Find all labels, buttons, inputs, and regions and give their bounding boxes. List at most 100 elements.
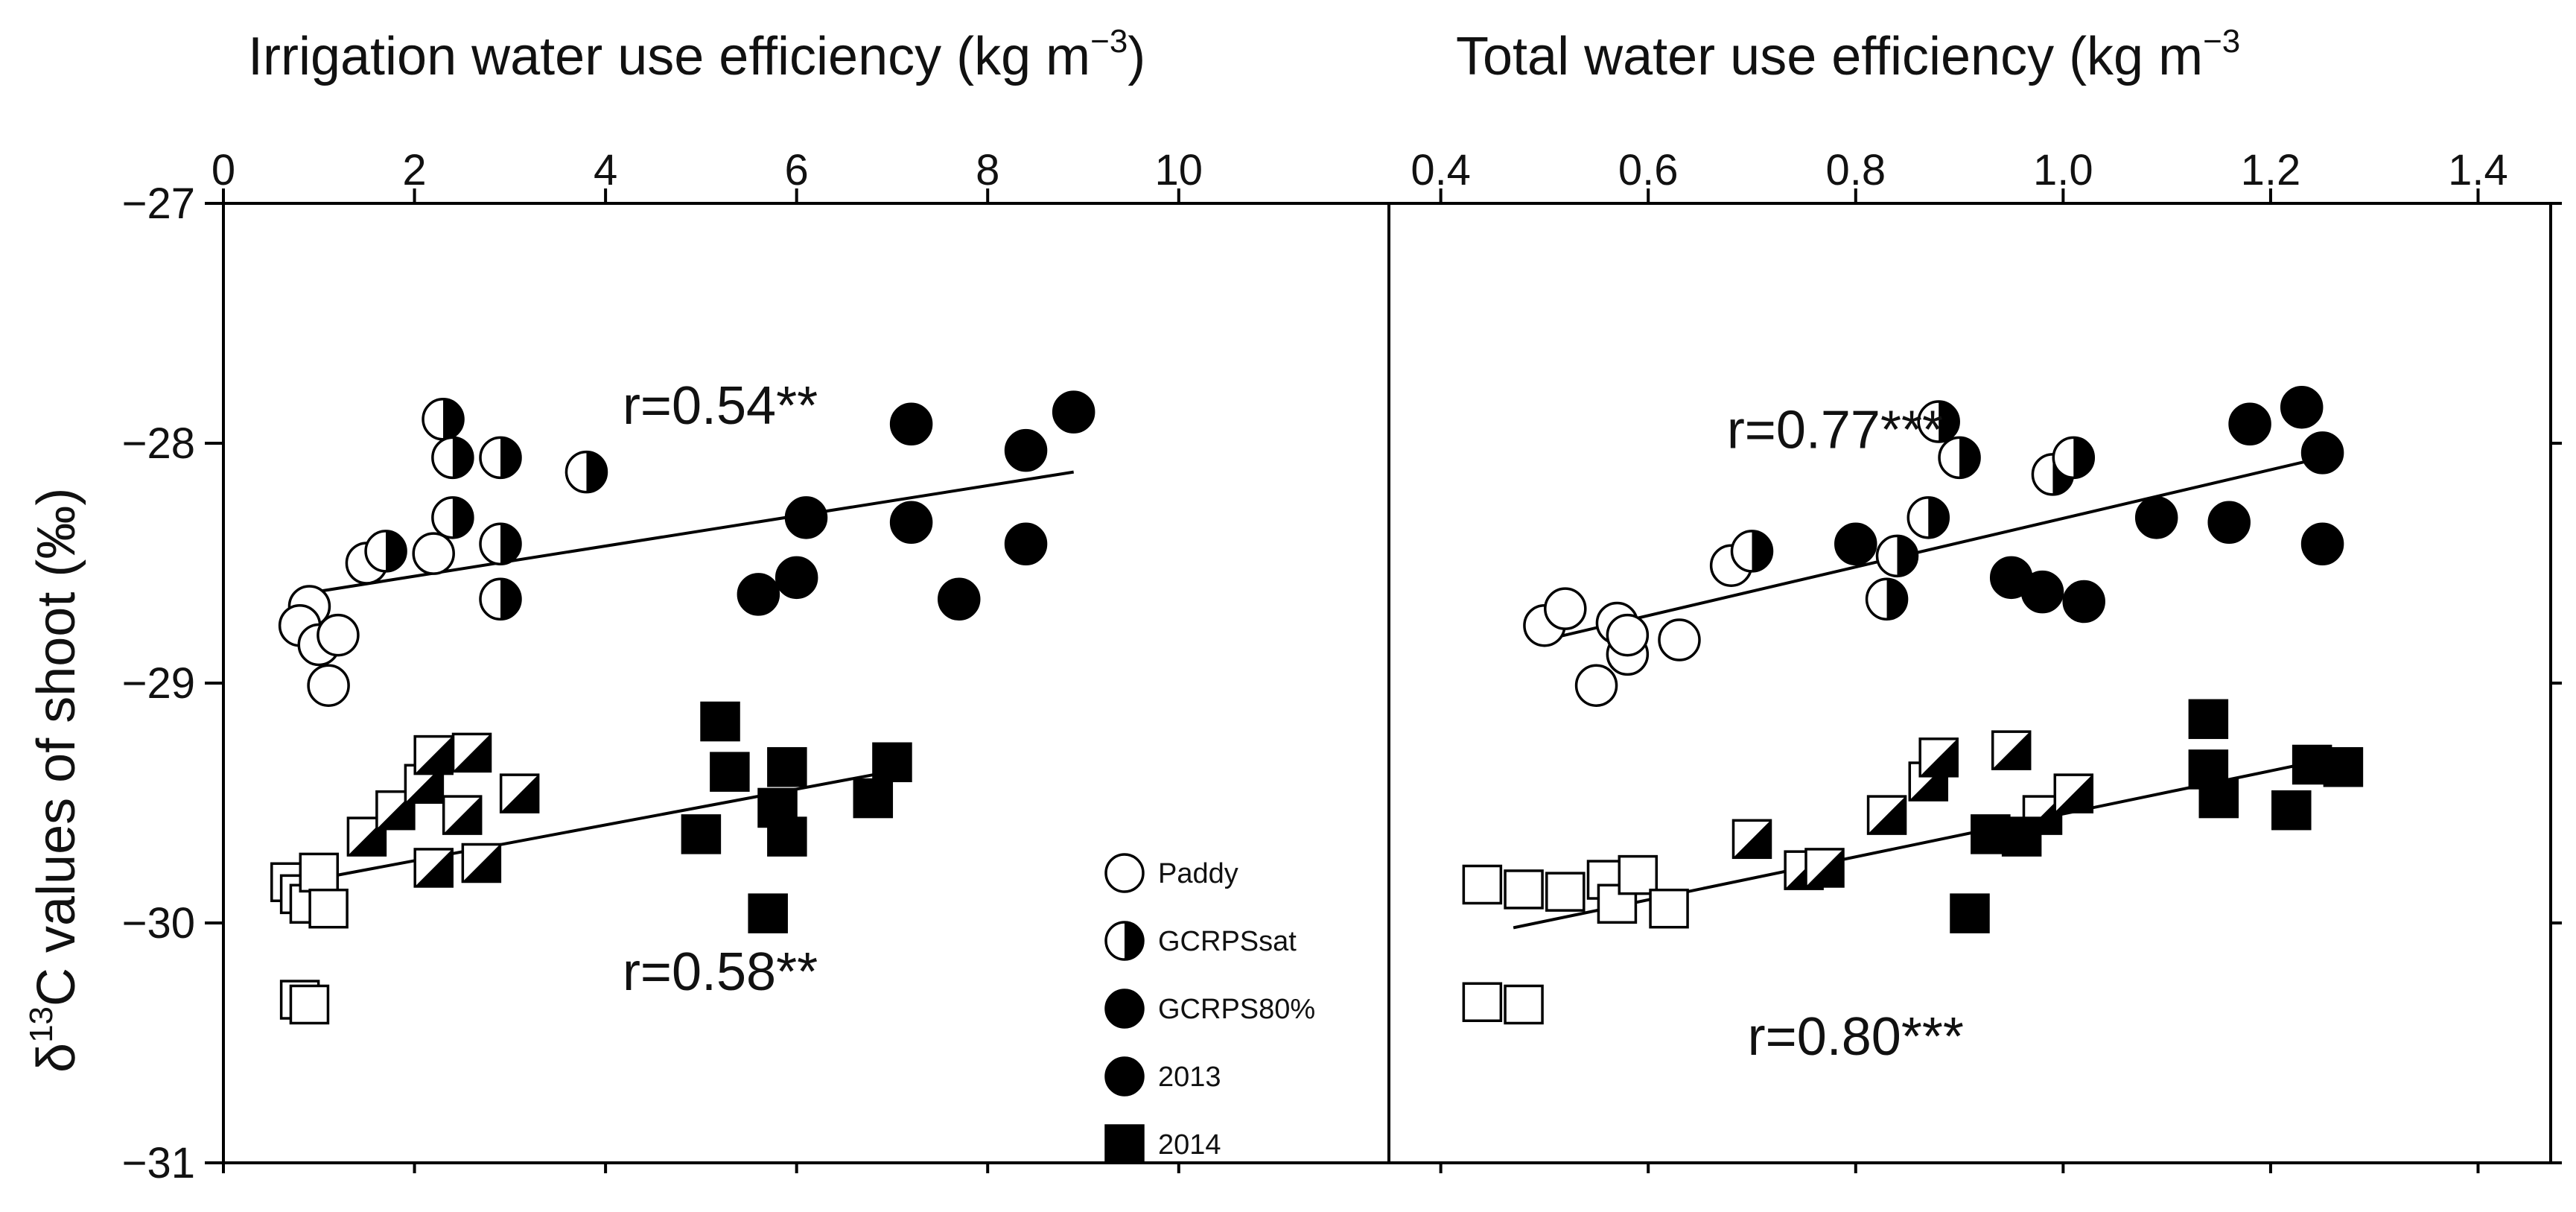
data-point: [1906, 496, 1950, 539]
legend-label: 2013: [1158, 1062, 1221, 1093]
correlation-label: r=0.77***: [1727, 400, 1943, 460]
legend-label: GCRPS80%: [1158, 994, 1315, 1025]
data-point: [412, 532, 455, 575]
x-axis-title-right: Total water use efficiency (kg m−3: [1456, 23, 2240, 86]
data-point: [748, 893, 788, 933]
x-tick-label: 1.4: [2448, 146, 2508, 194]
y-tick-label: −29: [122, 659, 195, 708]
data-point: [1649, 888, 1689, 929]
data-point: [1917, 400, 1960, 443]
data-point: [1866, 795, 1907, 835]
data-point: [784, 496, 828, 539]
data-point: [1804, 848, 1845, 888]
correlation-label: r=0.58**: [623, 942, 818, 1002]
data-point: [2198, 778, 2239, 819]
x-tick-label: 1.0: [2033, 146, 2093, 194]
plot-frame-right: [1387, 202, 2552, 1164]
annotations: r=0.54** r=0.58** r=0.77*** r=0.80***: [623, 376, 1964, 1067]
correlation-label: r=0.54**: [623, 376, 818, 436]
data-point: [681, 814, 722, 854]
data-point: [451, 732, 492, 773]
data-point: [431, 496, 474, 539]
data-point: [431, 436, 474, 480]
y-axis-title: δ13C values of shoot (‰): [23, 488, 86, 1073]
data-point: [317, 613, 360, 657]
data-point: [1462, 982, 1503, 1023]
data-point: [1918, 737, 1959, 778]
data-point: [2207, 501, 2251, 545]
x-tick-label: 8: [976, 146, 999, 194]
data-point: [2280, 385, 2324, 429]
data-point: [565, 450, 608, 494]
data-point: [1606, 613, 1650, 657]
data-point: [479, 577, 522, 621]
data-point: [872, 742, 912, 783]
y-tick-label: −31: [122, 1139, 195, 1187]
legend-item: GCRPSsat: [1104, 921, 1297, 961]
data-point: [1574, 664, 1618, 707]
data-point: [2001, 816, 2042, 857]
y-tick-label: −30: [122, 899, 195, 948]
data-point: [1865, 577, 1909, 621]
data-point: [1834, 522, 1877, 565]
data-point: [700, 701, 740, 742]
data-point: [2323, 746, 2364, 787]
data-point: [2053, 773, 2094, 813]
data-point: [853, 778, 894, 819]
data-points: [270, 385, 2364, 1025]
x-axis-title-left: Irrigation water use efficiency (kg m−3): [248, 23, 1145, 86]
data-point: [889, 501, 933, 545]
data-point: [1545, 872, 1586, 912]
legend-item: 2014: [1104, 1124, 1221, 1164]
regression-line: [299, 470, 1074, 596]
data-point: [2062, 580, 2105, 624]
x-tick-label: 6: [785, 146, 809, 194]
data-point: [2134, 496, 2178, 539]
data-point: [1504, 869, 1544, 910]
data-point: [1052, 390, 1095, 434]
y-axis: −27 −28 −29 −30 −31: [122, 180, 2562, 1187]
data-point: [1731, 819, 1772, 860]
regression-line: [299, 767, 903, 884]
data-point: [299, 852, 340, 893]
data-point: [1938, 436, 1981, 480]
x-tick-label: 0.8: [1825, 146, 1886, 194]
data-point: [2052, 436, 2096, 480]
legend-item: 2013: [1104, 1056, 1221, 1097]
y-tick-label: −27: [122, 180, 195, 228]
data-point: [2020, 570, 2064, 614]
data-point: [775, 556, 818, 600]
data-point: [710, 752, 750, 792]
data-point: [767, 816, 807, 857]
data-point: [289, 984, 330, 1025]
data-point: [889, 402, 933, 445]
data-point: [1875, 534, 1919, 578]
x-axes: 0 2 4 6 8 10 0.4 0.6 0.8 1.0 1.2 1.4: [212, 146, 2508, 1173]
legend-label: 2014: [1158, 1129, 1221, 1161]
data-point: [1504, 984, 1544, 1025]
data-point: [1658, 618, 1701, 661]
regression-lines: [299, 458, 2313, 930]
data-point: [1004, 522, 1048, 565]
data-point: [2300, 431, 2344, 475]
data-point: [1462, 864, 1503, 905]
x-tick-label: 1.2: [2241, 146, 2301, 194]
data-point: [1004, 428, 1048, 472]
data-point: [1618, 854, 1659, 895]
legend-item: GCRPS80%: [1104, 989, 1315, 1029]
regression-line: [1513, 761, 2313, 930]
data-point: [767, 746, 807, 787]
data-point: [737, 573, 780, 616]
data-point: [2300, 522, 2344, 565]
data-point: [308, 888, 349, 929]
x-tick-label: 10: [1155, 146, 1203, 194]
x-tick-label: 0: [212, 146, 235, 194]
data-point: [2188, 699, 2229, 740]
data-point: [499, 773, 540, 813]
legend: Paddy GCRPSsat GCRPS80% 2013 2014: [1104, 853, 1315, 1164]
data-point: [1991, 730, 2032, 770]
data-point: [422, 398, 465, 441]
data-point: [461, 843, 502, 883]
data-point: [479, 436, 522, 480]
